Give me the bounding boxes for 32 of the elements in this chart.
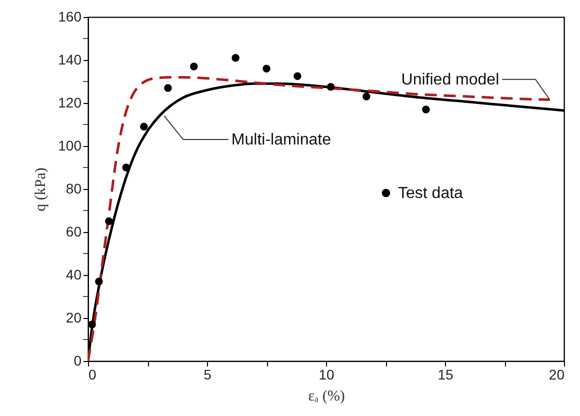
text: Multi-laminate [231, 132, 332, 149]
x-axis-title: εₐ (%) [308, 388, 345, 404]
x-tick-label: 0 [88, 366, 96, 382]
legend-label: Test data [398, 185, 464, 202]
y-tick-label: 20 [66, 310, 82, 326]
point [294, 72, 302, 80]
x-tick-label: 10 [318, 366, 334, 382]
point [422, 106, 430, 114]
y-tick-label: 140 [58, 52, 82, 68]
y-axis-title: q (kPa) [33, 168, 50, 212]
point [140, 122, 148, 131]
y-tick-label: 60 [66, 224, 82, 240]
y-tick-label: 0 [74, 352, 82, 368]
point [164, 84, 172, 92]
y-tick-label: 160 [58, 8, 82, 24]
point [326, 83, 335, 91]
point [105, 217, 113, 226]
series-label: Unified model [401, 71, 500, 88]
point [95, 278, 103, 286]
x-tick-label: 15 [438, 366, 454, 382]
y-tick-label: 40 [66, 266, 82, 282]
y-tick-label: 100 [58, 138, 82, 154]
point [362, 92, 370, 100]
point [122, 164, 130, 172]
point [190, 62, 198, 70]
x-tick-label: 20 [548, 366, 565, 382]
y-tick-label: 80 [66, 180, 82, 196]
y-tick-label: 120 [58, 94, 82, 110]
point [262, 64, 270, 72]
x-tick-label: 5 [204, 366, 212, 382]
point [88, 320, 96, 328]
point [232, 54, 240, 62]
